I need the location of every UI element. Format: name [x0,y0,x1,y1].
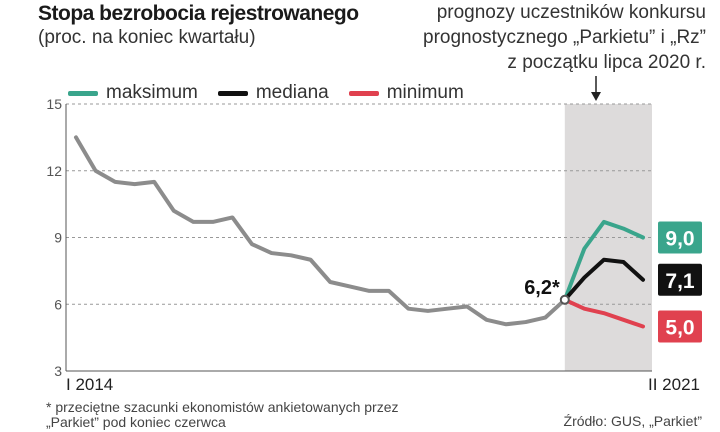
series-line-history [74,135,567,327]
y-tick-label: 15 [46,96,62,112]
forecast-note-line: prognozy uczestników konkursu [436,2,706,23]
legend-label-median: mediana [255,82,329,103]
series-line-min [562,297,645,329]
legend-swatch-median [217,90,248,96]
annotation-arrow-head [591,92,601,101]
legend-swatch-max [68,90,98,96]
end-label-box-min [658,310,702,343]
x-tick-label-start: I 2014 [66,375,113,394]
start-point-label: 6,2* [524,277,560,299]
legend-label-min: minimum [386,82,464,103]
legend-item-max: maksimum [68,82,198,104]
series-line-median [562,257,645,302]
footnote: * przeciętne szacunki ekonomistów ankiet… [46,399,399,415]
end-label-max: 9,0 [665,228,694,251]
page-subtitle: (proc. na koniec kwartału) [38,27,256,48]
footnote: „Parkiet” pod koniec czerwca [46,414,226,430]
legend: maksimum mediana minimum [68,82,484,104]
x-tick-label-end: II 2021 [648,375,700,394]
end-label-median: 7,1 [665,270,695,293]
legend-swatch-min [348,90,379,96]
page-title: Stopa bezrobocia rejestrowanego [38,2,359,25]
legend-item-min: minimum [348,82,464,104]
y-tick-label: 12 [46,163,62,179]
end-label-box-median [658,263,702,296]
legend-item-median: mediana [217,82,329,104]
series-line-max [562,219,645,302]
legend-label-max: maksimum [106,82,198,103]
end-label-box-max [658,221,702,254]
y-tick-label: 9 [54,230,62,246]
y-tick-label: 3 [54,363,62,379]
forecast-note-line: prognostycznego „Parkietu” i „Rz” [423,27,706,48]
end-label-min: 5,0 [665,317,694,340]
source-note: Źródło: GUS, „Parkiet” [563,413,702,429]
start-point-marker [559,294,570,305]
forecast-note-line: z początku lipca 2020 r. [507,52,706,73]
y-tick-label: 6 [54,296,62,312]
